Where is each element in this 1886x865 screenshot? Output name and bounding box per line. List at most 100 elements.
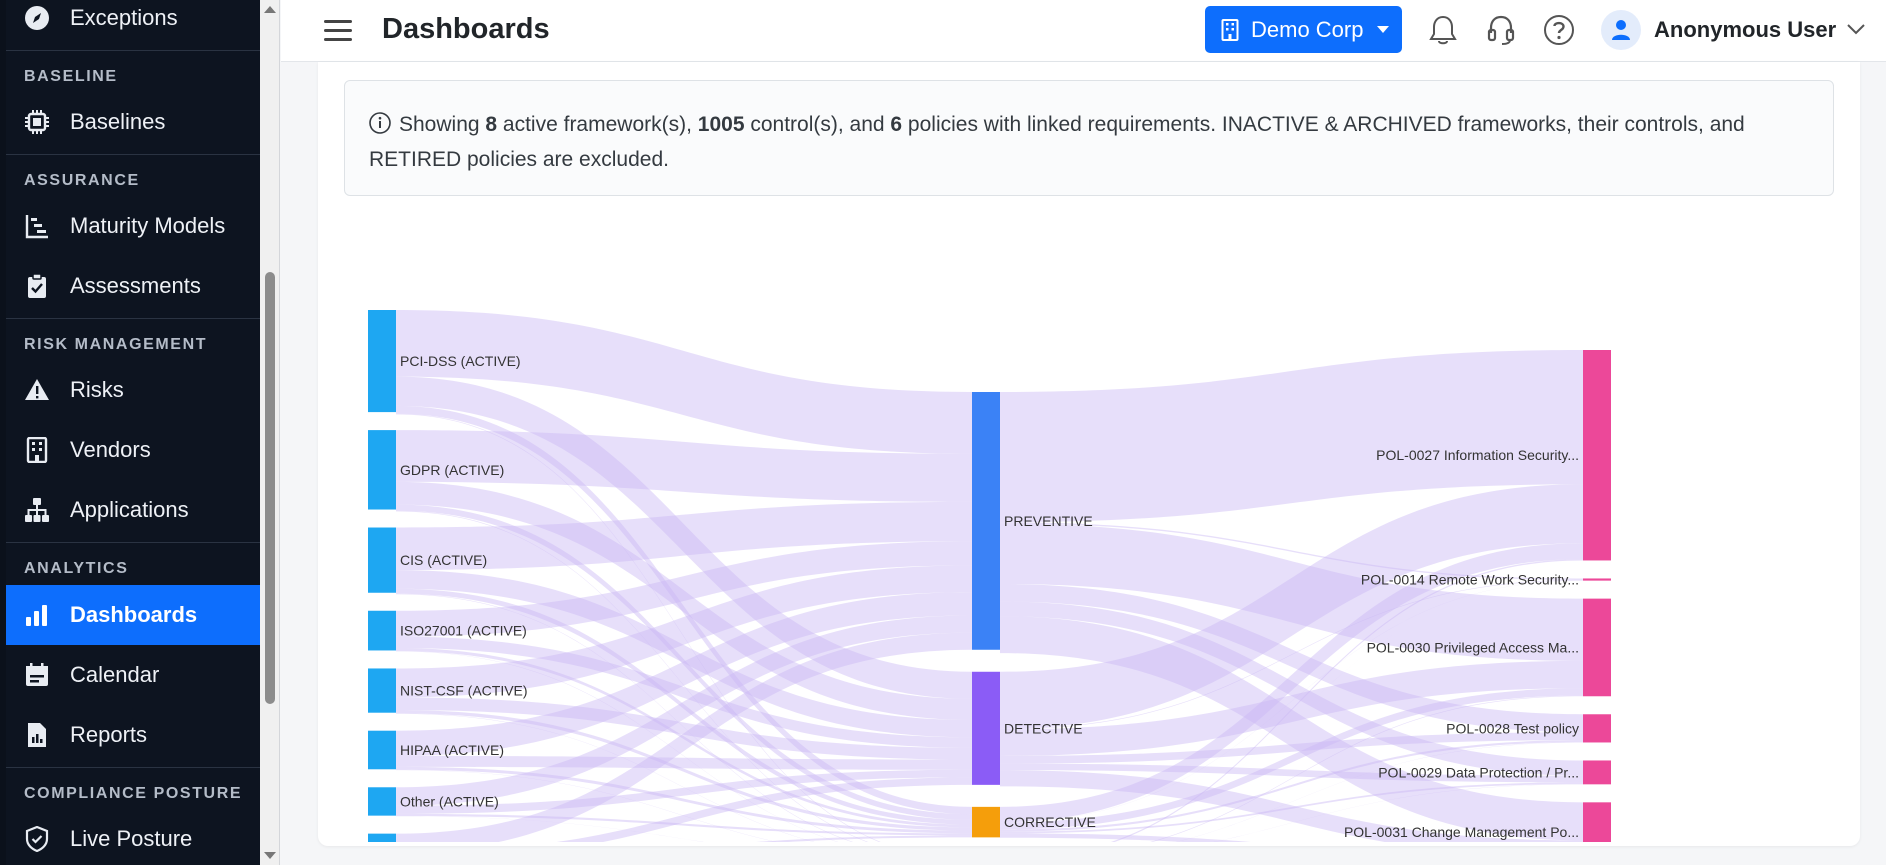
sankey-link[interactable]: [396, 615, 972, 806]
framework-node[interactable]: [368, 730, 396, 770]
framework-node[interactable]: [368, 787, 396, 816]
sankey-link[interactable]: [1000, 732, 1583, 764]
sankey-link[interactable]: [396, 501, 972, 571]
framework-label: SOC2 (ACTIVE): [400, 840, 502, 842]
sankey-link[interactable]: [396, 570, 972, 738]
sidebar-item-maturity-models[interactable]: Maturity Models: [6, 196, 260, 256]
control-type-node[interactable]: [972, 671, 1000, 785]
sankey-link[interactable]: [1000, 616, 1583, 841]
sankey-link[interactable]: [396, 565, 972, 698]
sankey-link[interactable]: [1000, 782, 1583, 834]
sankey-link[interactable]: [396, 709, 972, 831]
info-icon: [369, 112, 391, 144]
sankey-link[interactable]: [396, 636, 972, 748]
sidebar-item-reports[interactable]: Reports: [6, 705, 260, 765]
user-icon: [1611, 19, 1631, 41]
framework-node[interactable]: [368, 610, 396, 651]
bell-icon[interactable]: [1426, 13, 1460, 47]
sankey-link[interactable]: [1000, 770, 1583, 842]
policy-node[interactable]: [1583, 350, 1611, 561]
org-switcher-button[interactable]: Demo Corp: [1205, 6, 1402, 53]
sankey-link[interactable]: [1000, 523, 1583, 661]
sankey-link[interactable]: [396, 769, 972, 814]
sankey-link[interactable]: [396, 592, 972, 756]
policy-node[interactable]: [1583, 760, 1611, 785]
sankey-link[interactable]: [396, 777, 972, 842]
sidebar-section-risk-management: RISK MANAGEMENT: [24, 336, 208, 353]
sankey-link[interactable]: [1000, 350, 1583, 523]
menu-icon[interactable]: [324, 18, 352, 42]
sankey-link[interactable]: [1000, 688, 1583, 830]
sankey-link[interactable]: [396, 481, 972, 720]
sidebar-section-baseline: BASELINE: [24, 68, 118, 85]
user-name[interactable]: Anonymous User: [1654, 17, 1837, 42]
sidebar-item-vendors[interactable]: Vendors: [6, 420, 260, 480]
sankey-link[interactable]: [1000, 559, 1583, 842]
sidebar-item-assessments[interactable]: Assessments: [6, 256, 260, 316]
avatar[interactable]: [1601, 10, 1641, 50]
policy-node[interactable]: [1583, 578, 1611, 581]
framework-node[interactable]: [368, 668, 396, 713]
sankey-link[interactable]: [396, 632, 972, 842]
sidebar-item-live-posture[interactable]: Live Posture: [6, 809, 260, 865]
sankey-link[interactable]: [1000, 660, 1583, 756]
sankey-link[interactable]: [1000, 543, 1583, 823]
sidebar-scrollbar[interactable]: [260, 0, 280, 865]
sankey-link[interactable]: [396, 430, 972, 502]
policy-node[interactable]: [1583, 598, 1611, 697]
framework-node[interactable]: [368, 527, 396, 593]
scroll-up-icon[interactable]: [264, 6, 276, 13]
sidebar-section-compliance-posture: COMPLIANCE POSTURE: [24, 785, 243, 802]
calendar-icon: [24, 662, 50, 688]
info-banner: Showing 8 active framework(s), 1005 cont…: [344, 80, 1834, 196]
sankey-link[interactable]: [1000, 583, 1583, 733]
control-type-node[interactable]: [972, 392, 1000, 650]
sankey-link[interactable]: [396, 376, 972, 699]
help-icon[interactable]: [1542, 13, 1576, 47]
framework-label: Other (ACTIVE): [400, 793, 499, 809]
sankey-link[interactable]: [396, 813, 972, 836]
sankey-link[interactable]: [1000, 484, 1583, 729]
sankey-link[interactable]: [396, 766, 972, 834]
framework-label: CIS (ACTIVE): [400, 552, 487, 568]
sankey-link[interactable]: [396, 755, 972, 770]
info-text-3: control(s), and: [744, 113, 891, 136]
sidebar-item-calendar[interactable]: Calendar: [6, 645, 260, 705]
sankey-link[interactable]: [1000, 579, 1583, 730]
sidebar-divider: [6, 542, 260, 543]
sidebar-item-baselines[interactable]: Baselines: [6, 92, 260, 152]
building-icon: [1221, 18, 1239, 41]
headset-icon[interactable]: [1484, 13, 1518, 47]
sankey-link[interactable]: [396, 648, 972, 828]
sidebar-item-applications[interactable]: Applications: [6, 480, 260, 540]
sankey-link[interactable]: [1000, 601, 1583, 776]
framework-node[interactable]: [368, 833, 396, 842]
policy-node[interactable]: [1583, 714, 1611, 743]
framework-node[interactable]: [368, 310, 396, 413]
sankey-link[interactable]: [396, 541, 972, 637]
sankey-link[interactable]: [1000, 522, 1583, 580]
policy-label: POL-0031 Change Management Po...: [1344, 824, 1579, 840]
sidebar-item-exceptions[interactable]: Exceptions: [6, 0, 260, 48]
sidebar-item-dashboards[interactable]: Dashboards: [6, 585, 260, 645]
sankey-link[interactable]: [396, 835, 972, 842]
policy-node[interactable]: [1583, 802, 1611, 842]
sidebar: Exceptions BASELINE Baselines ASSURANCE …: [0, 0, 260, 865]
sankey-link[interactable]: [1000, 763, 1583, 783]
sankey-link[interactable]: [396, 310, 972, 454]
sankey-link[interactable]: [1000, 833, 1583, 842]
sankey-link[interactable]: [1000, 580, 1583, 823]
chevron-down-icon[interactable]: [1846, 22, 1866, 41]
sidebar-item-risks[interactable]: Risks: [6, 360, 260, 420]
framework-label: NIST-CSF (ACTIVE): [400, 683, 528, 699]
sankey-link[interactable]: [396, 504, 972, 820]
framework-node[interactable]: [368, 430, 396, 510]
sankey-link[interactable]: [396, 588, 972, 825]
scrollbar-thumb[interactable]: [265, 272, 275, 704]
sankey-link[interactable]: [1000, 740, 1583, 832]
control-type-node[interactable]: [972, 806, 1000, 838]
scroll-down-icon[interactable]: [264, 852, 276, 859]
sidebar-item-label: Live Posture: [70, 826, 193, 851]
sankey-link[interactable]: [396, 697, 972, 760]
sankey-link[interactable]: [396, 405, 972, 815]
